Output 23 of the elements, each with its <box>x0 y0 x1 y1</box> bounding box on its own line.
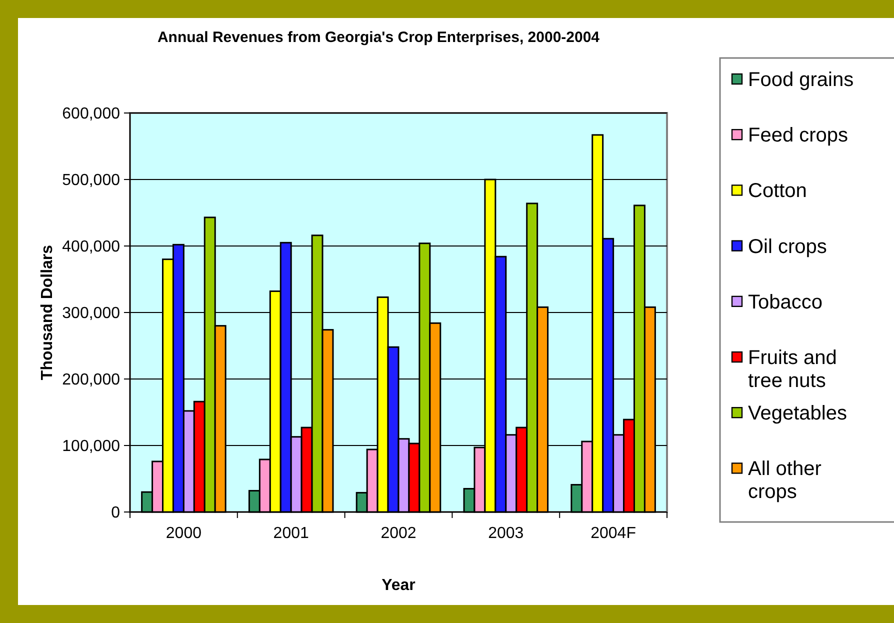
legend-label: Oil crops <box>748 236 827 258</box>
x-tick-label: 2000 <box>166 525 202 542</box>
legend-label: Cotton <box>748 180 807 202</box>
y-tick-label: 600,000 <box>62 106 120 123</box>
legend-label: All other crops <box>748 458 822 504</box>
legend-label: Vegetables <box>748 402 847 425</box>
x-tick-label: 2002 <box>380 525 416 542</box>
legend-label: Food grains <box>748 69 854 91</box>
y-tick-label: 400,000 <box>62 238 120 256</box>
y-tick-label: 500,000 <box>62 172 120 190</box>
y-tick-label: 300,000 <box>62 305 120 322</box>
legend-label: Fruits and tree nuts <box>748 347 837 392</box>
chart-title: Annual Revenues from Georgia's Crop Enterprises, 2000-2004 <box>157 29 600 46</box>
x-tick-label: 2003 <box>488 525 524 542</box>
y-tick-label: 200,000 <box>62 372 120 389</box>
legend-label: Tobacco <box>748 291 822 314</box>
y-tick-label: 0 <box>111 504 120 522</box>
y-axis-title: Thousand Dollars <box>39 244 56 380</box>
x-axis-title: Year <box>382 577 416 594</box>
y-tick-label: 100,000 <box>62 438 120 456</box>
legend-label: Feed crops <box>748 124 848 147</box>
x-tick-label: 2001 <box>273 525 309 542</box>
x-tick-label: 2004F <box>590 525 636 542</box>
